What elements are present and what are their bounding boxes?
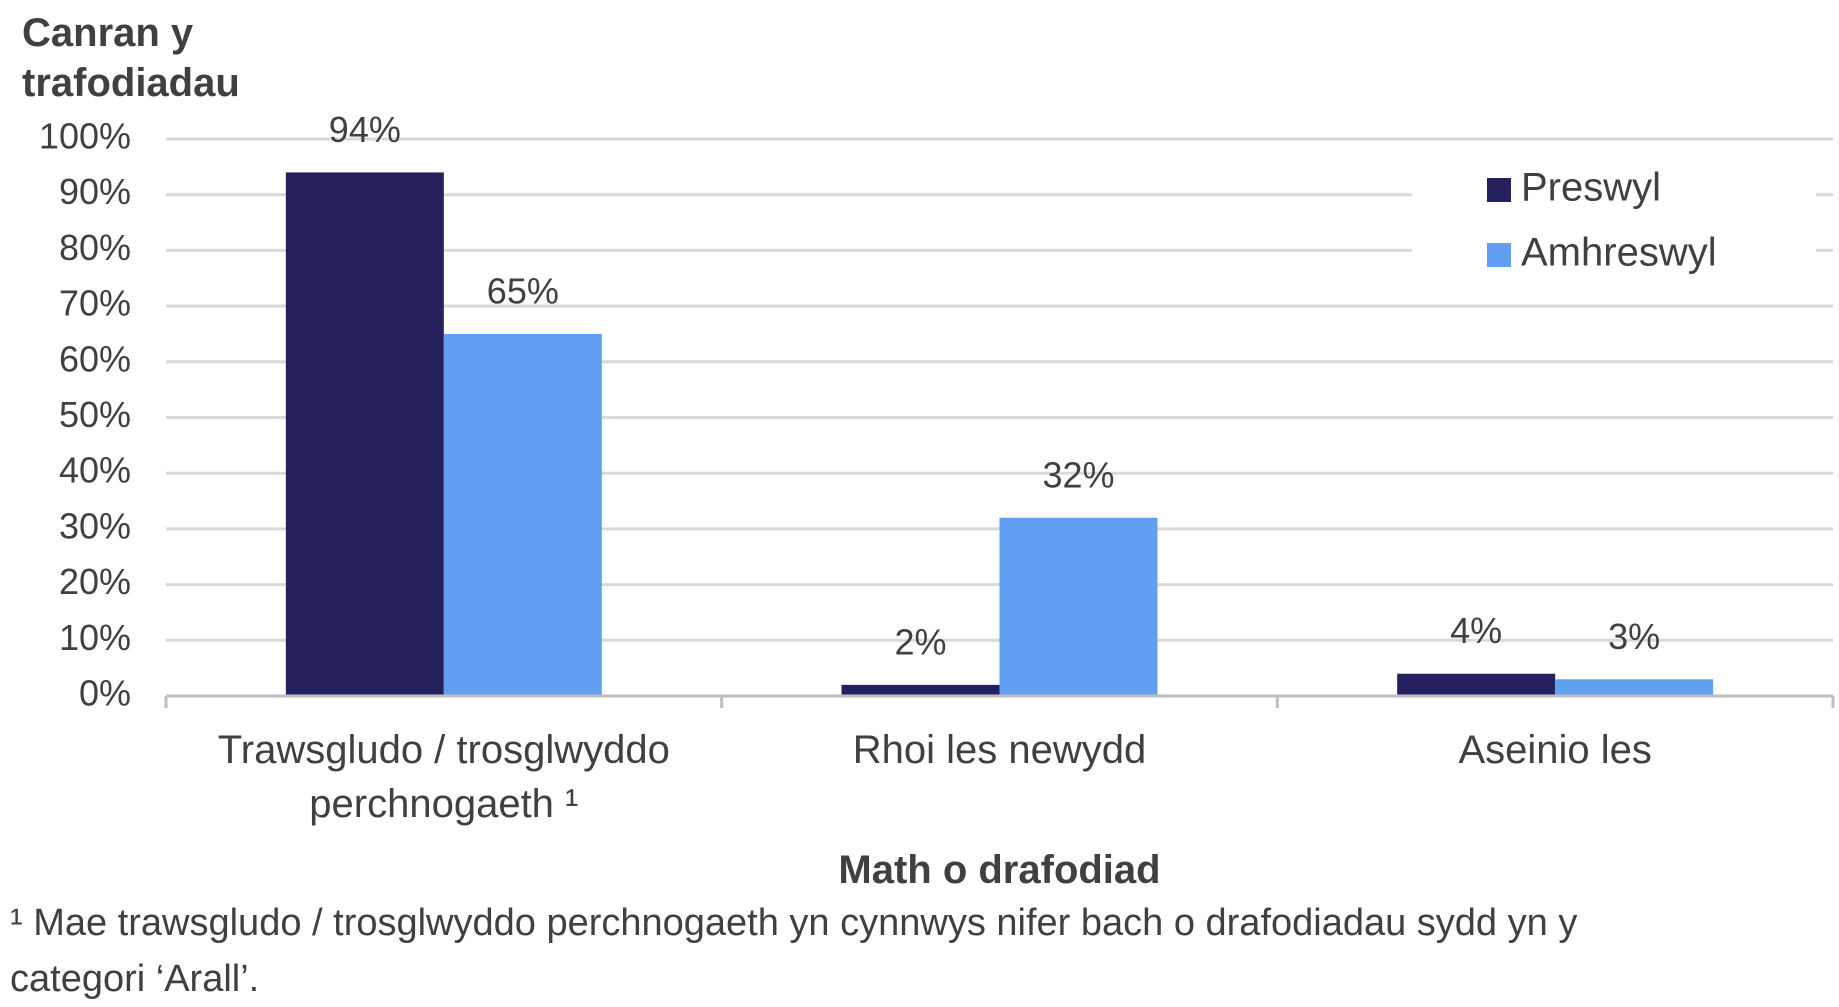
- y-tick-label: 70%: [59, 283, 131, 324]
- bar: [285, 172, 444, 697]
- legend-swatch: [1487, 178, 1511, 202]
- y-tick-label: 0%: [79, 673, 131, 714]
- y-tick-label: 10%: [59, 617, 131, 658]
- footnote: ¹ Mae trawsgludo / trosglwyddo perchnoga…: [10, 902, 1578, 1000]
- legend-background: [1412, 160, 1816, 285]
- legend-label: Amhreswyl: [1521, 231, 1717, 275]
- bar: [841, 684, 1000, 696]
- y-tick-label: 50%: [59, 394, 131, 435]
- y-tick-label: 20%: [59, 561, 131, 602]
- y-tick-label: 100%: [39, 116, 131, 157]
- data-label: 3%: [1608, 616, 1660, 657]
- y-tick-label: 60%: [59, 338, 131, 379]
- data-label: 2%: [894, 621, 946, 662]
- data-label: 32%: [1042, 454, 1114, 495]
- bar: [1555, 679, 1714, 696]
- bar: [1397, 673, 1556, 696]
- bar: [443, 333, 602, 696]
- legend-swatch: [1487, 243, 1511, 267]
- data-label: 94%: [329, 109, 401, 150]
- data-label: 4%: [1450, 610, 1502, 651]
- x-tick-label: Trawsgludo / trosglwyddo perchnogaeth ¹: [217, 728, 670, 826]
- data-label: 65%: [487, 270, 559, 311]
- y-tick-label: 80%: [59, 227, 131, 268]
- x-tick-label: Rhoi les newydd: [852, 728, 1147, 772]
- y-tick-label: 40%: [59, 450, 131, 491]
- y-tick-label: 90%: [59, 171, 131, 212]
- bar: [999, 517, 1158, 696]
- x-axis-title: Math o drafodiad: [838, 848, 1161, 892]
- x-tick-label: Aseinio les: [1458, 728, 1652, 772]
- y-axis-title: Canran y trafodiadau: [22, 11, 240, 105]
- y-tick-label: 30%: [59, 505, 131, 546]
- legend-label: Preswyl: [1521, 166, 1661, 210]
